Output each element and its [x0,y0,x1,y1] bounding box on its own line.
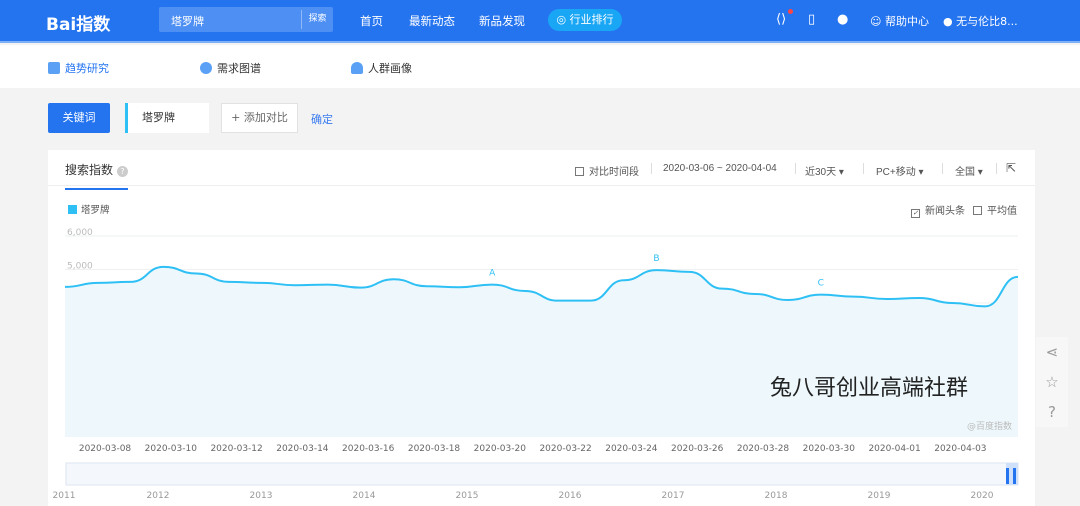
overview-year-label: 2019 [868,491,891,501]
side-toolbar: ⋖ ☆ ? [1036,337,1068,427]
series-area [65,266,1018,437]
user-menu[interactable]: ● 无与伦比8... [943,15,1018,28]
y-tick-label: 5,000 [67,262,93,272]
notification-dot [788,9,793,14]
annotation-B[interactable]: B [653,254,659,264]
person-icon [351,62,363,74]
region-select[interactable]: 全国 ▾ [955,167,983,178]
industry-rank-button[interactable]: ◎ 行业排行 [548,9,622,31]
overview-year-label: 2018 [765,491,788,501]
annotation-A[interactable]: A [489,269,496,279]
x-tick-label: 2020-03-14 [276,444,329,454]
keyword-input[interactable]: 塔罗牌 [125,103,209,133]
mobile-icon[interactable]: ▯ [808,12,816,27]
legend-item[interactable]: 塔罗牌 [68,202,110,216]
device-select[interactable]: PC+移动 ▾ [876,167,924,178]
x-tick-label: 2020-03-24 [605,444,658,454]
x-tick-label: 2020-03-20 [474,444,527,454]
keyword-button[interactable]: 关键词 [48,103,110,133]
x-tick-label: 2020-03-26 [671,444,724,454]
tab-crowd[interactable]: 人群画像 [351,60,412,76]
average-checkbox[interactable]: 平均值 [973,202,1017,217]
overview-handle-left[interactable] [1006,468,1009,484]
x-tick-label: 2020-03-08 [79,444,132,454]
username: 无与伦比8... [956,15,1018,28]
card-title: 搜索指数? [65,161,129,190]
period-select[interactable]: 近30天 ▾ [805,167,844,178]
credit-label: @百度指数 [967,420,1012,432]
help-icon[interactable]: ? [117,166,129,177]
overview-year-label: 2015 [456,491,479,501]
x-tick-label: 2020-03-16 [342,444,395,454]
confirm-link[interactable]: 确定 [311,113,333,126]
nav-home[interactable]: 首页 [360,14,383,28]
star-icon[interactable]: ☆ [1045,373,1059,391]
x-tick-label: 2020-03-28 [737,444,790,454]
overview-year-label: 2012 [147,491,170,501]
watermark: 兔八哥创业高端社群 [770,376,969,401]
overview-navigator[interactable] [65,462,1019,486]
legend-swatch [68,205,77,214]
rank-label: 行业排行 [569,13,614,26]
annotation-C[interactable]: C [818,279,824,289]
x-tick-label: 2020-04-01 [868,444,920,454]
nav-news[interactable]: 最新动态 [409,14,455,28]
feedback-icon[interactable]: ? [1048,403,1056,421]
overview-year-label: 2017 [662,491,685,501]
news-checkbox[interactable]: ✓ 新闻头条 [911,206,965,218]
divider [48,185,1035,186]
overview-year-label: 2020 [971,491,994,501]
search-input[interactable]: 塔罗牌 [171,15,204,28]
x-tick-label: 2020-03-22 [539,444,591,454]
code-icon[interactable]: ⟨⟩ [776,12,787,27]
series-line[interactable] [64,265,1019,308]
search-box[interactable]: 塔罗牌 探索 [159,7,333,32]
overview-year-label: 2011 [53,491,76,501]
x-tick-label: 2020-03-10 [145,444,198,454]
trend-icon [48,62,60,74]
tab-trend[interactable]: 趋势研究 [48,60,109,76]
explore-button[interactable]: 探索 [301,10,333,29]
x-tick-label: 2020-03-30 [803,444,856,454]
overview-year-label: 2016 [559,491,582,501]
overview-year-label: 2013 [250,491,273,501]
wechat-icon[interactable]: ● [837,12,849,27]
sub-nav: 趋势研究 需求图谱 人群画像 [0,45,1080,88]
overview-handle-right[interactable] [1013,468,1016,484]
share-icon[interactable]: ⋖ [1045,343,1059,361]
add-compare-button[interactable]: + 添加对比 [221,103,298,133]
x-tick-label: 2020-03-12 [210,444,262,454]
demand-icon [200,62,212,74]
y-tick-label: 6,000 [67,228,93,238]
nav-new-products[interactable]: 新品发现 [479,14,525,28]
help-center-link[interactable]: ☺ 帮助中心 [870,15,929,28]
x-tick-label: 2020-04-03 [934,444,986,454]
tab-demand-map[interactable]: 需求图谱 [200,60,261,76]
top-bar: Bai指数 塔罗牌 探索 首页 最新动态 新品发现 ◎ 行业排行 ⟨⟩ ▯ ● … [0,0,1080,43]
export-icon[interactable]: ⇱ [1006,161,1017,175]
help-label: 帮助中心 [884,15,929,28]
x-tick-label: 2020-03-18 [408,444,461,454]
overview-year-label: 2014 [353,491,376,501]
compare-period-checkbox[interactable]: 对比时间段 [575,163,639,178]
baidu-index-logo[interactable]: Bai指数 [46,15,111,35]
date-range-picker[interactable]: 2020-03-06 ~ 2020-04-04 [663,163,777,174]
